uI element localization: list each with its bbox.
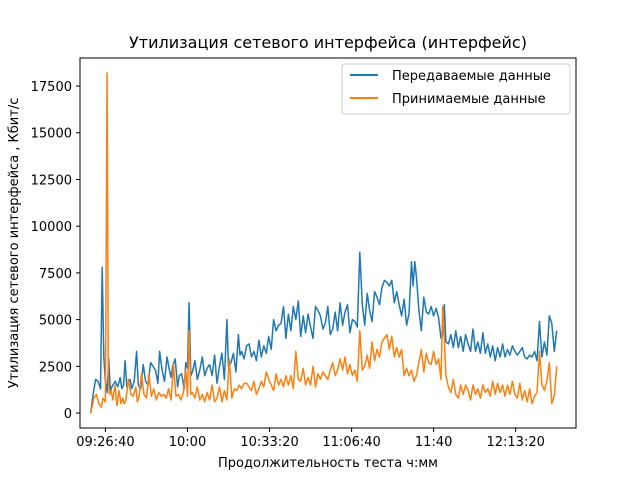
legend-label-transmitted: Передаваемые данные (392, 69, 551, 84)
x-tick-label: 10:00 (169, 435, 206, 450)
y-tick-label: 0 (64, 407, 72, 422)
x-tick-label: 12:13:20 (486, 435, 544, 450)
y-tick-label: 7500 (39, 267, 72, 282)
legend-label-received: Принимаемые данные (392, 92, 546, 107)
y-axis: 0 2500 5000 7500 10000 12500 15000 17500 (31, 80, 80, 422)
legend-box (341, 63, 571, 115)
x-tick-label: 09:26:40 (76, 435, 134, 450)
chart-title: Утилизация сетевого интерфейса (интерфей… (129, 33, 527, 52)
legend: Передаваемые данные Принимаемые данные (341, 63, 571, 115)
y-tick-label: 15000 (31, 127, 72, 142)
x-tick-label: 11:40 (415, 435, 452, 450)
x-tick-label: 10:33:20 (240, 435, 298, 450)
x-tick-label: 11:06:40 (322, 435, 380, 450)
series-line-transmitted (89, 251, 558, 414)
x-axis: 09:26:40 10:00 10:33:20 11:06:40 11:40 12:13:… (76, 428, 545, 450)
x-axis-label: Продолжительность теста ч:мм (218, 456, 438, 471)
series-line-received (89, 72, 558, 414)
series-layer (89, 72, 558, 414)
y-tick-label: 12500 (31, 173, 72, 188)
y-tick-label: 2500 (39, 360, 72, 375)
plot-frame (79, 57, 577, 429)
y-tick-label: 17500 (31, 80, 72, 95)
y-axis-label: Утилизация сетевого интерфейса , Кбит/с (7, 98, 22, 389)
plot-area (79, 57, 577, 429)
y-tick-label: 10000 (31, 220, 72, 235)
y-tick-label: 5000 (39, 314, 72, 329)
